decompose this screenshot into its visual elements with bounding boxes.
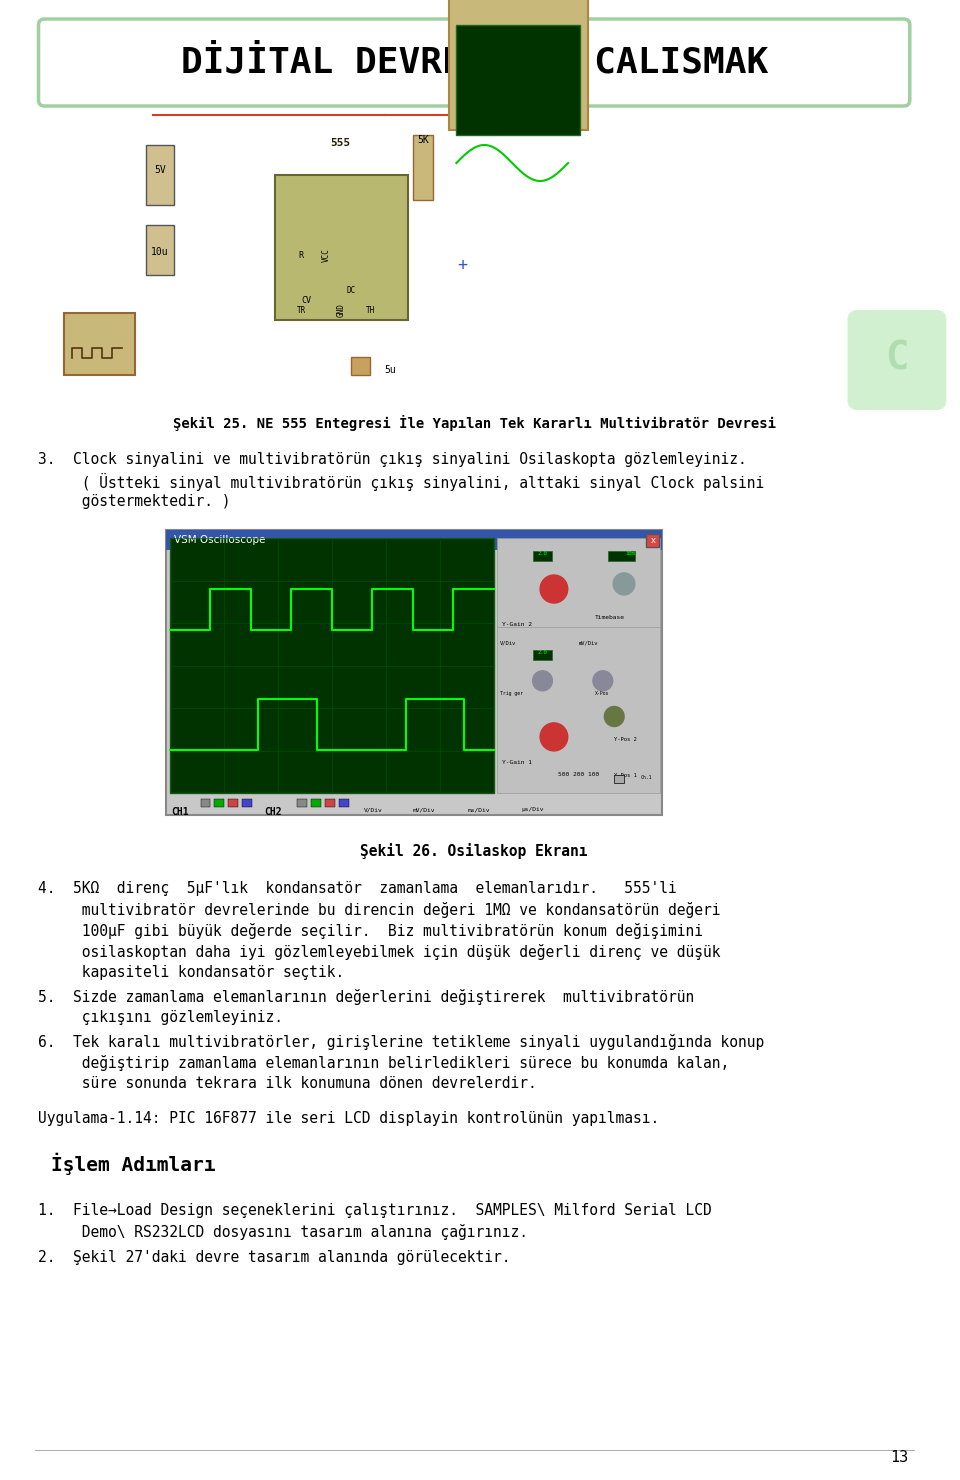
Bar [242, 799, 252, 807]
Bar [166, 530, 661, 551]
Bar [275, 175, 408, 320]
Text: 500 200 100: 500 200 100 [558, 773, 599, 777]
Text: 10u: 10u [152, 247, 169, 258]
Text: Trig ger: Trig ger [500, 691, 523, 696]
Text: İşlem Adımları: İşlem Adımları [52, 1153, 216, 1175]
Bar [298, 799, 307, 807]
Bar [201, 799, 210, 807]
Text: değiştirip zamanlama elemanlarının belirledikleri sürece bu konumda kalan,: değiştirip zamanlama elemanlarının belir… [37, 1055, 729, 1072]
Text: CV: CV [301, 296, 311, 305]
Bar [449, 0, 588, 130]
Bar [214, 799, 225, 807]
Text: 2.  Şekil 27'daki devre tasarım alanında görülecektir.: 2. Şekil 27'daki devre tasarım alanında … [37, 1251, 510, 1265]
Text: 100µF gibi büyük değerde seçilir.  Biz multivibratörün konum değişimini: 100µF gibi büyük değerde seçilir. Biz mu… [37, 924, 703, 938]
Bar [228, 799, 238, 807]
Circle shape [533, 670, 552, 691]
Bar [146, 225, 174, 275]
Circle shape [540, 576, 567, 602]
Text: 5K: 5K [417, 135, 429, 145]
Text: GND: GND [336, 303, 346, 317]
Bar [413, 135, 433, 200]
Text: 5V: 5V [155, 164, 166, 175]
Text: 555: 555 [330, 138, 351, 148]
Text: V/Div: V/Div [500, 639, 516, 645]
Text: Demo\ RS232LCD dosyasını tasarım alanına çağırınız.: Demo\ RS232LCD dosyasını tasarım alanına… [37, 1224, 528, 1240]
Text: 4.  5KΩ  direnç  5µF'lık  kondansatör  zamanlama  elemanlarıdır.   555'li: 4. 5KΩ direnç 5µF'lık kondansatör zamanl… [37, 881, 676, 895]
Text: ( Üstteki sinyal multivibratörün çıkış sinyalini, alttaki sinyal Clock palsini: ( Üstteki sinyal multivibratörün çıkış s… [37, 474, 764, 491]
Text: VCC: VCC [322, 249, 330, 262]
Bar [311, 799, 321, 807]
Bar [64, 312, 135, 374]
Circle shape [540, 722, 567, 750]
Text: C: C [885, 339, 908, 377]
Text: CH2: CH2 [265, 807, 282, 817]
Text: 6.  Tek karalı multivibratörler, girişlerine tetikleme sinyali uygulandığında ko: 6. Tek karalı multivibratörler, girişler… [37, 1035, 764, 1049]
Text: X-Pos: X-Pos [594, 691, 609, 696]
Text: Uygulama-1.14: PIC 16F877 ile seri LCD displayin kontrolünün yapılması.: Uygulama-1.14: PIC 16F877 ile seri LCD d… [37, 1111, 659, 1126]
Text: 2.0: 2.0 [538, 551, 547, 556]
Bar [146, 145, 174, 206]
Text: Y-Gain 1: Y-Gain 1 [502, 761, 532, 765]
Circle shape [593, 670, 612, 691]
Text: 13: 13 [890, 1450, 908, 1465]
Bar [533, 650, 552, 660]
Bar [166, 530, 661, 815]
Text: Ch.1: Ch.1 [640, 776, 652, 780]
Text: µs/Div: µs/Div [521, 807, 544, 813]
Text: 5u: 5u [384, 366, 396, 374]
Text: VSM Oscilloscope: VSM Oscilloscope [174, 534, 265, 545]
Text: V/Div: V/Div [364, 807, 382, 813]
Text: 1.  File→Load Design seçeneklerini çalıştırınız.  SAMPLES\ Milford Serial LCD: 1. File→Load Design seçeneklerini çalışt… [37, 1203, 711, 1218]
Text: 5.  Sizde zamanlama elemanlarının değerlerini değiştirerek  multivibratörün: 5. Sizde zamanlama elemanlarının değerle… [37, 989, 694, 1005]
Bar [456, 25, 580, 135]
Circle shape [613, 573, 635, 595]
Text: mV/Div: mV/Div [413, 807, 436, 813]
Bar [646, 534, 659, 548]
Bar [614, 776, 624, 783]
Text: mV/Div: mV/Div [578, 639, 598, 645]
Text: x: x [651, 536, 656, 545]
Text: DC: DC [346, 286, 355, 295]
Bar [325, 799, 335, 807]
Text: süre sonunda tekrara ilk konumuna dönen devrelerdir.: süre sonunda tekrara ilk konumuna dönen … [37, 1076, 537, 1091]
Text: Şekil 26. Osilaskop Ekranı: Şekil 26. Osilaskop Ekranı [360, 844, 588, 858]
Bar [608, 551, 636, 561]
Bar [339, 799, 348, 807]
Text: Şekil 25. NE 555 Entegresi İle Yapılan Tek Kararlı Multivibratör Devresi: Şekil 25. NE 555 Entegresi İle Yapılan T… [173, 414, 776, 431]
Text: multivibratör devrelerinde bu direncin değeri 1MΩ ve kondansatörün değeri: multivibratör devrelerinde bu direncin d… [37, 901, 720, 918]
Text: R: R [299, 250, 303, 259]
Text: CH1: CH1 [171, 807, 188, 817]
Text: Timebase: Timebase [594, 614, 625, 620]
Bar [533, 551, 552, 561]
Text: 2.0: 2.0 [538, 650, 547, 656]
FancyBboxPatch shape [38, 19, 910, 107]
Text: 3.  Clock sinyalini ve multivibratörün çıkış sinyalini Osilaskopta gözlemleyiniz: 3. Clock sinyalini ve multivibratörün çı… [37, 451, 746, 468]
Text: 10m: 10m [626, 551, 636, 556]
Bar [497, 539, 660, 793]
Text: Y-Pos 1: Y-Pos 1 [614, 773, 637, 777]
FancyBboxPatch shape [848, 309, 947, 410]
Text: TR: TR [297, 305, 306, 315]
Text: Y-Gain 2: Y-Gain 2 [502, 622, 532, 628]
Text: kapasiteli kondansatör seçtik.: kapasiteli kondansatör seçtik. [37, 965, 344, 980]
Text: osilaskoptan daha iyi gözlemleyebilmek için düşük değerli direnç ve düşük: osilaskoptan daha iyi gözlemleyebilmek i… [37, 944, 720, 961]
Text: Y-Pos 2: Y-Pos 2 [614, 737, 637, 741]
Text: çıkışını gözlemleyiniz.: çıkışını gözlemleyiniz. [37, 1009, 282, 1026]
Bar [350, 357, 371, 374]
Circle shape [605, 706, 624, 727]
Text: +: + [457, 256, 468, 274]
Text: DİJİTAL DEVRELERLE CALISMAK: DİJİTAL DEVRELERLE CALISMAK [180, 44, 768, 78]
Text: TH: TH [366, 305, 375, 315]
Text: göstermektedir. ): göstermektedir. ) [37, 494, 230, 509]
Bar [170, 539, 493, 793]
Text: ms/Div: ms/Div [468, 807, 490, 813]
